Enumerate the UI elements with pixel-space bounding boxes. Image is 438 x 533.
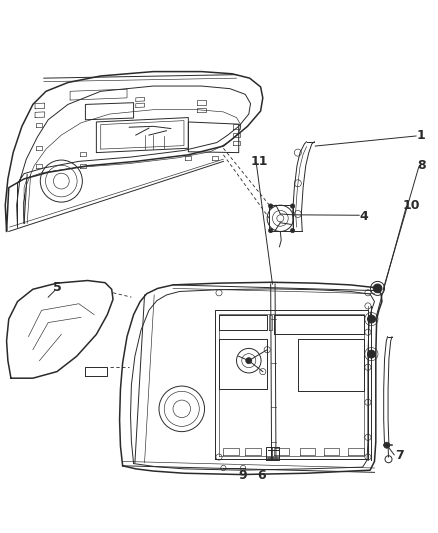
Circle shape xyxy=(290,204,295,208)
Circle shape xyxy=(367,315,375,323)
Circle shape xyxy=(373,284,382,293)
Circle shape xyxy=(367,350,375,358)
Circle shape xyxy=(384,442,390,448)
Text: 5: 5 xyxy=(53,281,61,294)
Text: 9: 9 xyxy=(239,469,247,482)
Text: 1: 1 xyxy=(416,128,425,142)
Circle shape xyxy=(246,358,252,364)
Circle shape xyxy=(268,229,273,233)
Circle shape xyxy=(268,204,273,208)
Circle shape xyxy=(290,229,295,233)
Text: 10: 10 xyxy=(403,199,420,212)
Text: 11: 11 xyxy=(251,155,268,168)
Text: 8: 8 xyxy=(417,159,426,172)
Text: 4: 4 xyxy=(359,209,368,223)
Text: 6: 6 xyxy=(258,470,266,482)
Text: 7: 7 xyxy=(395,449,404,462)
